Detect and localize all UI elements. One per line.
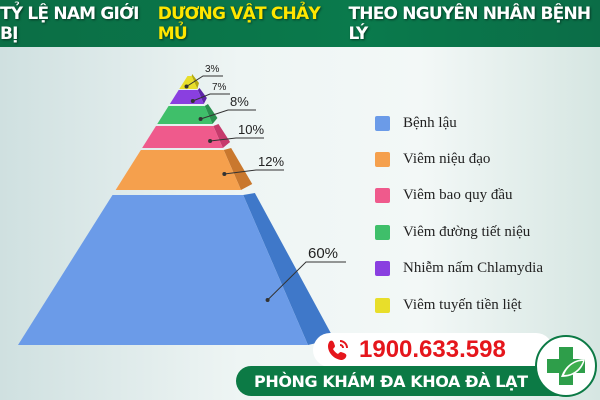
pyramid-layer-side bbox=[204, 104, 218, 124]
data-label: 60% bbox=[308, 245, 338, 262]
hotline-number[interactable]: 1900.633.598 bbox=[359, 336, 506, 363]
legend-item: Viêm tuyến tiền liệt bbox=[375, 287, 543, 323]
legend-item: Nhiễm nấm Chlamydia bbox=[375, 251, 543, 287]
legend-label: Viêm bao quy đầu bbox=[403, 187, 513, 204]
leader-line bbox=[224, 169, 284, 175]
data-label: 3% bbox=[205, 64, 220, 75]
leader-line bbox=[267, 261, 346, 301]
pyramid-layer-side bbox=[213, 124, 231, 148]
clinic-name-bar: PHÒNG KHÁM ĐA KHOA ĐÀ LẠT bbox=[236, 366, 566, 396]
pyramid-layer-side bbox=[191, 74, 199, 89]
legend-item: Viêm đường tiết niệu bbox=[375, 214, 543, 250]
pyramid-layer bbox=[179, 76, 198, 89]
legend: Bệnh lậu Viêm niệu đạo Viêm bao quy đầu Viê… bbox=[375, 105, 543, 323]
legend-swatch bbox=[375, 261, 390, 277]
legend-label: Nhiễm nấm Chlamydia bbox=[403, 260, 543, 277]
legend-label: Bệnh lậu bbox=[403, 114, 457, 131]
title-pre: TỶ LỆ NAM GIỚI BỊ bbox=[0, 3, 139, 44]
leader-line bbox=[186, 75, 223, 87]
leader-line bbox=[192, 93, 230, 102]
pyramid-layer bbox=[115, 150, 242, 190]
title-highlight: DƯƠNG VẬT CHẢY MỦ bbox=[157, 3, 321, 44]
hotline-pill[interactable]: 1900.633.598 bbox=[313, 333, 553, 367]
legend-label: Viêm niệu đạo bbox=[403, 151, 491, 168]
pyramid-layer bbox=[157, 106, 213, 124]
data-label: 7% bbox=[212, 82, 227, 93]
pyramid-layer bbox=[18, 195, 308, 345]
legend-item: Viêm niệu đạo bbox=[375, 141, 543, 177]
legend-swatch bbox=[375, 297, 390, 313]
green-cross-leaf-icon bbox=[535, 335, 597, 397]
leader-line bbox=[210, 137, 264, 142]
title-post: THEO NGUYÊN NHÂN BỆNH LÝ bbox=[348, 3, 591, 44]
data-label: 8% bbox=[230, 94, 249, 109]
legend-label: Viêm tuyến tiền liệt bbox=[403, 296, 522, 313]
legend-label: Viêm đường tiết niệu bbox=[403, 223, 531, 240]
pyramid-layer bbox=[142, 126, 223, 148]
data-label: 12% bbox=[258, 154, 284, 169]
data-label: 10% bbox=[238, 122, 264, 137]
pyramid-layer-side bbox=[197, 88, 207, 104]
legend-swatch bbox=[375, 188, 390, 204]
leader-line bbox=[200, 109, 256, 120]
legend-item: Bệnh lậu bbox=[375, 105, 543, 141]
pyramid-layer-side bbox=[243, 193, 334, 345]
legend-swatch bbox=[375, 224, 390, 240]
legend-item: Viêm bao quy đầu bbox=[375, 178, 543, 214]
legend-swatch bbox=[375, 152, 390, 168]
pyramid-layer-side bbox=[223, 148, 253, 190]
legend-swatch bbox=[375, 115, 390, 131]
title-banner: TỶ LỆ NAM GIỚI BỊ DƯƠNG VẬT CHẢY MỦ THEO… bbox=[0, 0, 600, 47]
phone-ringing-icon bbox=[328, 340, 348, 360]
